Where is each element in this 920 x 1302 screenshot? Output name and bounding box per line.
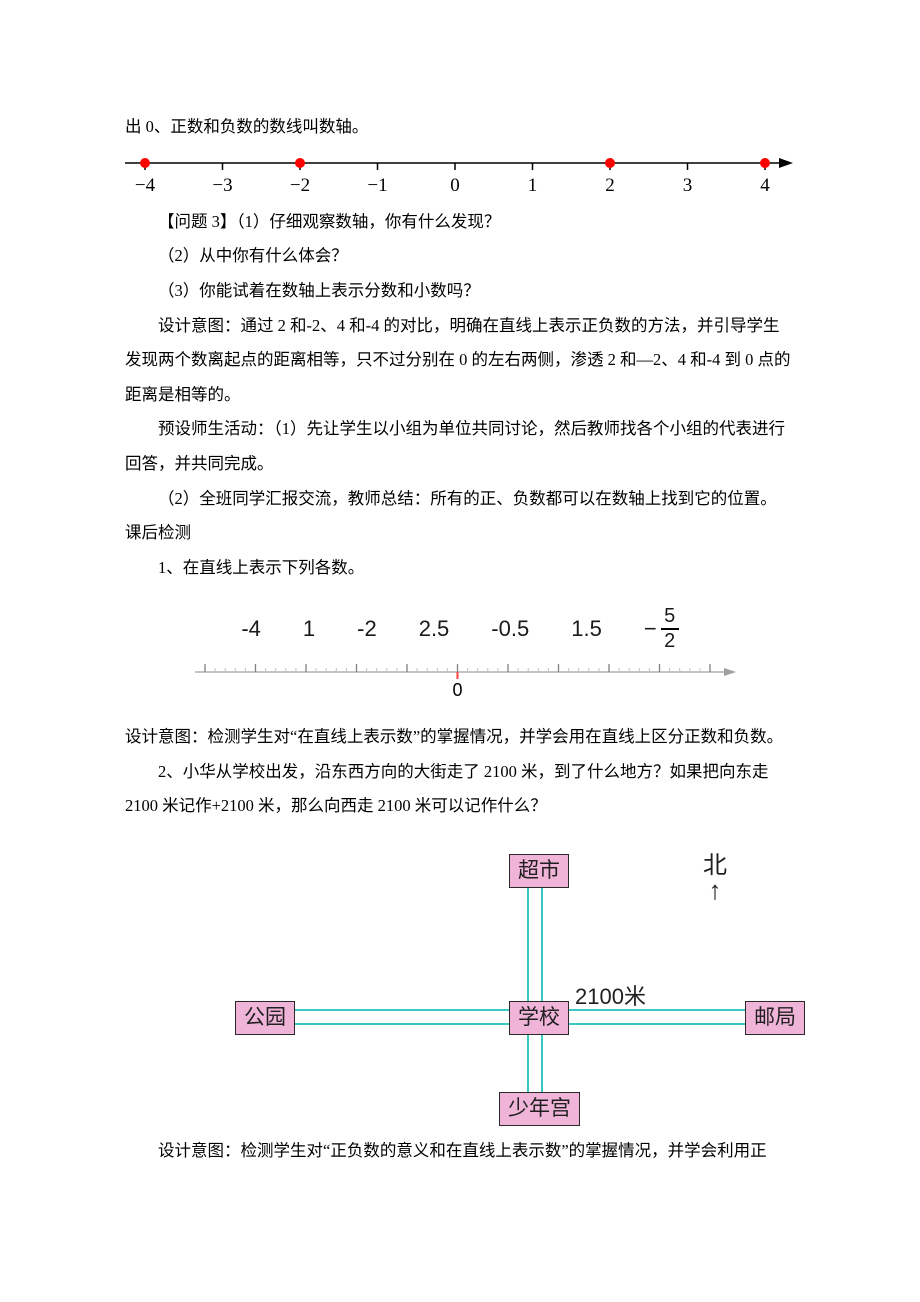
- question3-1: 【问题 3】（1）仔细观察数轴，你有什么发现？: [125, 205, 795, 240]
- preset-label: 预设师生活动：: [158, 419, 274, 438]
- place-youth: 少年宫: [499, 1092, 580, 1126]
- svg-text:3: 3: [683, 175, 693, 196]
- val-3: -2: [357, 606, 377, 652]
- svg-text:4: 4: [760, 175, 770, 196]
- place-post: 邮局: [745, 1001, 805, 1035]
- question3-2: （2）从中你有什么体会？: [125, 239, 795, 274]
- number-line-2: 0: [180, 654, 740, 702]
- fraction-num: 5: [664, 606, 675, 627]
- svg-text:−4: −4: [135, 175, 156, 196]
- val-2: 1: [303, 606, 315, 652]
- distance-label: 2100米: [575, 974, 646, 1020]
- val-5: -0.5: [491, 606, 529, 652]
- design-intent-2: 设计意图：检测学生对“在直线上表示数”的掌握情况，并学会用在直线上区分正数和负数…: [125, 720, 795, 755]
- place-school: 学校: [509, 1001, 569, 1035]
- svg-text:−3: −3: [212, 175, 232, 196]
- val-4: 2.5: [419, 606, 450, 652]
- fraction-neg: −: [644, 606, 657, 652]
- map-diagram: 超市 公园 学校 邮局 少年宫 2100米 北 ↑: [235, 854, 795, 1114]
- val-1: -4: [241, 606, 261, 652]
- svg-text:0: 0: [450, 175, 460, 196]
- val-6: 1.5: [571, 606, 602, 652]
- svg-text:2: 2: [605, 175, 615, 196]
- intro-line: 出 0、正数和负数的数线叫数轴。: [125, 110, 795, 145]
- exercise-1-values: -4 1 -2 2.5 -0.5 1.5 − 5 2: [125, 606, 795, 652]
- north-arrow-icon: ↑: [685, 878, 745, 904]
- design-intent-1: 设计意图：通过 2 和-2、4 和-4 的对比，明确在直线上表示正负数的方法，并…: [125, 309, 795, 413]
- north-label: 北: [685, 854, 745, 878]
- exercise-1: 1、在直线上表示下列各数。: [125, 551, 795, 586]
- svg-text:−1: −1: [367, 175, 387, 196]
- place-park: 公园: [235, 1001, 295, 1035]
- svg-text:0: 0: [452, 680, 462, 700]
- svg-text:1: 1: [528, 175, 538, 196]
- north-indicator: 北 ↑: [685, 854, 745, 904]
- number-line-1: −4 −3 −2 −1 0 1 2 3 4: [125, 149, 795, 197]
- val-7-fraction: − 5 2: [644, 606, 679, 652]
- question3-3: （3）你能试着在数轴上表示分数和小数吗？: [125, 274, 795, 309]
- fraction-den: 2: [664, 631, 675, 652]
- exercise-2: 2、小华从学校出发，沿东西方向的大街走了 2100 米，到了什么地方？如果把向东…: [125, 755, 795, 824]
- place-supermarket: 超市: [509, 854, 569, 888]
- design-intent-3: 设计意图：检测学生对“正负数的意义和在直线上表示数”的掌握情况，并学会利用正: [125, 1134, 795, 1169]
- aftercheck-heading: 课后检测: [125, 516, 795, 551]
- svg-text:−2: −2: [290, 175, 310, 196]
- preset-2: （2）全班同学汇报交流，教师总结：所有的正、负数都可以在数轴上找到它的位置。: [125, 482, 795, 517]
- preset-activity: 预设师生活动：（1）先让学生以小组为单位共同讨论，然后教师找各个小组的代表进行回…: [125, 412, 795, 481]
- road-vertical: [527, 868, 543, 1106]
